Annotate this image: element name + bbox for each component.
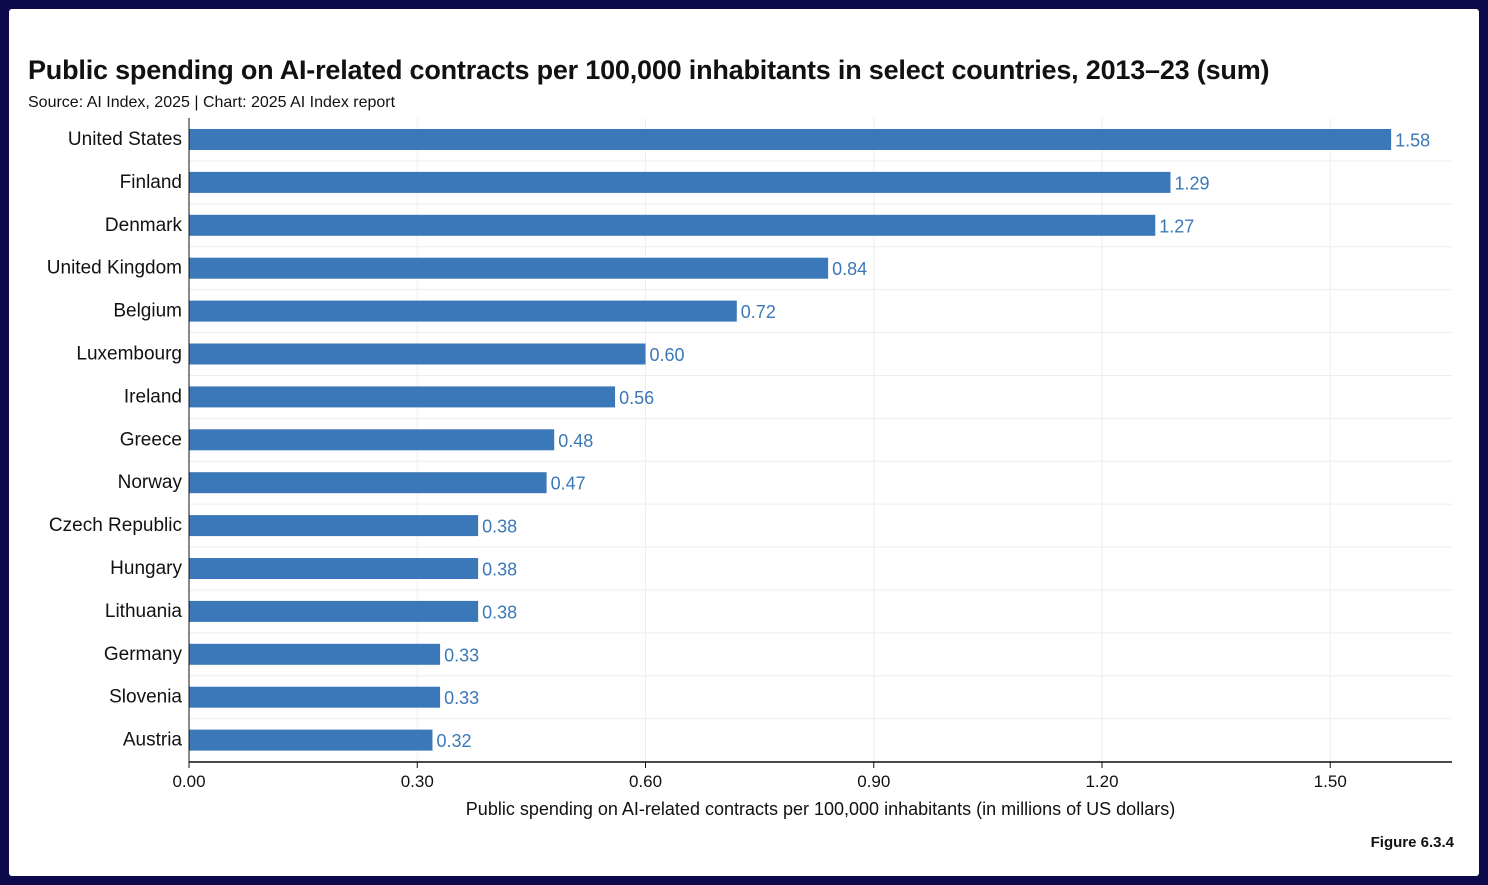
category-label: Slovenia — [109, 687, 182, 708]
category-labels: United States Finland Denmark United Kingdo… — [47, 129, 183, 751]
data-label: 0.32 — [436, 731, 471, 751]
bar — [189, 300, 737, 322]
category-label: Norway — [118, 472, 183, 493]
data-label: 1.58 — [1395, 131, 1430, 151]
bar — [189, 472, 547, 494]
data-label: 0.84 — [832, 259, 867, 279]
bar — [189, 129, 1392, 150]
data-label: 0.56 — [619, 388, 654, 408]
bar — [189, 343, 646, 365]
category-label: United States — [68, 129, 182, 150]
data-label: 0.38 — [482, 560, 517, 580]
data-label: 1.29 — [1174, 173, 1209, 193]
bar — [189, 729, 433, 751]
data-label: 0.47 — [551, 474, 586, 494]
x-tick-label: 0.90 — [857, 772, 890, 791]
data-label: 0.60 — [650, 345, 685, 365]
bar — [189, 600, 479, 622]
category-label: Finland — [120, 172, 182, 193]
data-label: 0.38 — [482, 517, 517, 537]
category-label: Lithuania — [105, 601, 183, 622]
x-tick-label: 0.60 — [629, 772, 662, 791]
bar — [189, 686, 441, 708]
bar — [189, 214, 1156, 236]
data-label: 0.33 — [444, 688, 479, 708]
x-tick-label: 1.20 — [1085, 772, 1118, 791]
x-tick-label: 0.00 — [172, 772, 205, 791]
bar — [189, 515, 479, 537]
grid-lines — [189, 118, 1452, 763]
category-label: Austria — [123, 730, 183, 751]
x-tick-label: 1.50 — [1314, 772, 1347, 791]
bar — [189, 558, 479, 579]
category-label: United Kingdom — [47, 258, 182, 279]
bar-series — [189, 129, 1392, 751]
bar — [189, 429, 555, 451]
bar — [189, 257, 829, 279]
x-tick-label: 0.30 — [401, 772, 434, 791]
category-label: Greece — [120, 429, 182, 450]
category-label: Belgium — [113, 301, 182, 322]
category-label: Luxembourg — [76, 344, 182, 365]
chart-title: Public spending on AI-related contracts … — [28, 55, 1270, 85]
data-label: 0.33 — [444, 645, 479, 665]
data-label: 0.38 — [482, 602, 517, 622]
category-label: Ireland — [124, 386, 182, 407]
category-label: Germany — [104, 644, 183, 665]
bar — [189, 643, 441, 665]
category-label: Denmark — [105, 215, 183, 236]
category-label: Czech Republic — [49, 515, 182, 536]
data-label: 0.48 — [558, 431, 593, 451]
data-label: 1.27 — [1159, 216, 1194, 236]
value-labels: 1.58 1.29 1.27 0.84 0.72 0.60 0.56 0.48 0.47 0.38… — [436, 131, 1430, 752]
x-axis-title: Public spending on AI-related contracts … — [466, 799, 1175, 819]
x-axis: 0.00 0.30 0.60 0.90 1.20 1.50 — [172, 118, 1452, 791]
chart-source: Source: AI Index, 2025 | Chart: 2025 AI … — [28, 94, 396, 111]
category-label: Hungary — [110, 558, 182, 579]
bar — [189, 171, 1171, 193]
figure-label: Figure 6.3.4 — [1370, 834, 1454, 851]
data-label: 0.72 — [741, 302, 776, 322]
bar — [189, 386, 616, 408]
